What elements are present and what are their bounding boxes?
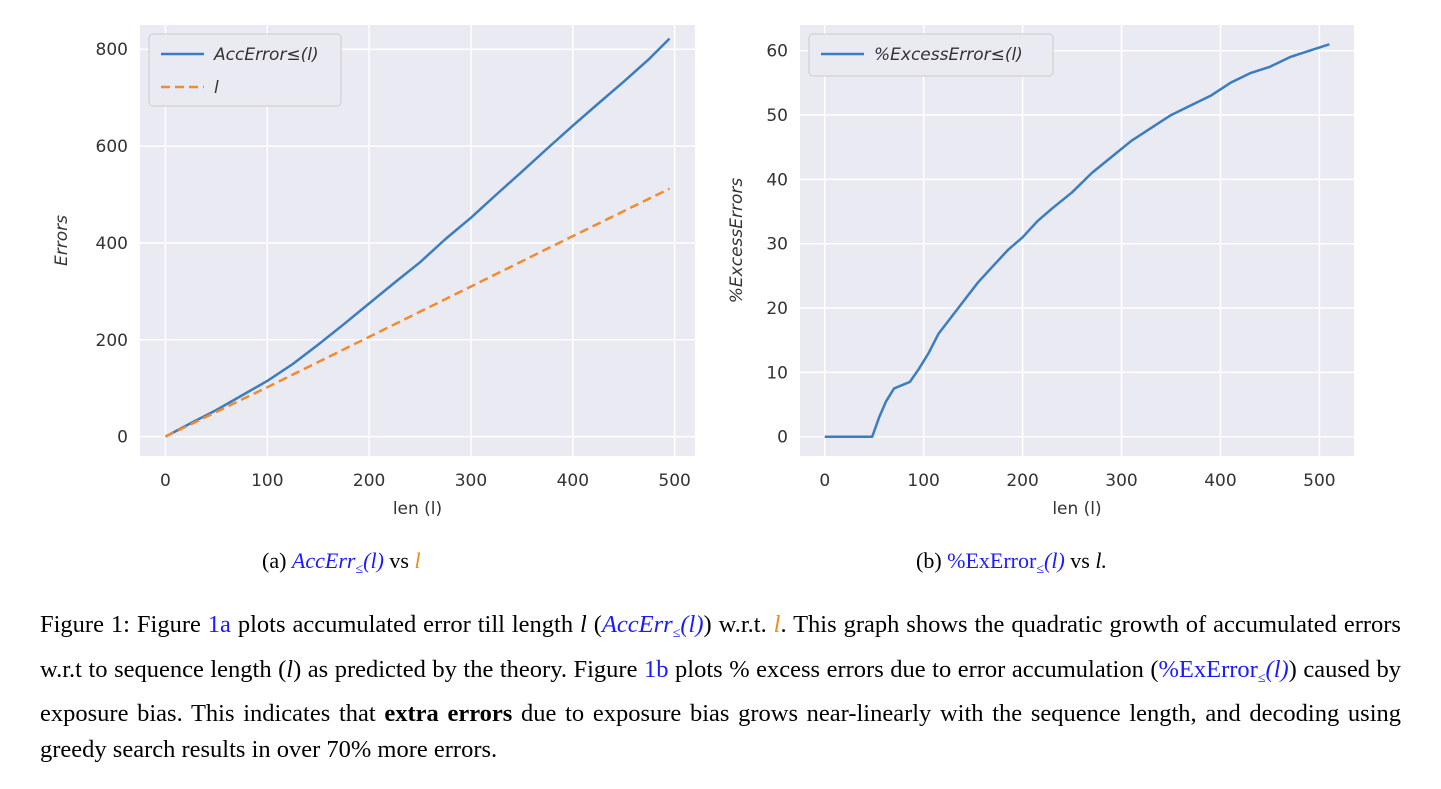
x-tick-label: 0 — [819, 471, 830, 491]
chart-b-svg: 0 100 200 300 400 500 0 10 20 30 40 50 60 len (l) %Exc… — [727, 25, 1354, 519]
legend-label: %ExcessError≤(l) — [874, 45, 1023, 65]
subcaption-a-var: l — [414, 548, 421, 573]
subcaption-a-label: (a) — [262, 548, 287, 573]
x-tick-label: 300 — [455, 471, 487, 491]
legend-label: l — [214, 78, 219, 98]
x-tick-label: 500 — [658, 471, 690, 491]
y-tick-label: 400 — [96, 234, 128, 254]
caption-metric-b: %ExError≤(l) — [1158, 655, 1289, 686]
y-tick-label: 0 — [117, 428, 128, 448]
caption-bold-text: extra errors — [384, 700, 513, 727]
subcaption-b-var: l. — [1095, 548, 1107, 573]
legend-box — [808, 33, 1054, 77]
subcaption-a-vs: vs — [389, 548, 409, 573]
x-tick-label: 300 — [1105, 471, 1137, 491]
y-tick-label: 600 — [96, 137, 128, 157]
y-tick-label: 60 — [766, 42, 788, 62]
series-line-0-0 — [164, 37, 671, 438]
subcaption-b-vs: vs — [1070, 548, 1090, 573]
legend-label: AccError≤(l) — [213, 45, 319, 65]
x-tick-label: 100 — [251, 471, 283, 491]
plot-background — [800, 25, 1354, 456]
y-tick-label: 40 — [766, 170, 788, 190]
x-tick-label: 400 — [1204, 471, 1236, 491]
chart-panel-a: 0 100 200 300 400 500 0 200 400 600 800 len (l) Erro… — [0, 0, 720, 545]
chart-panel-b: 0 100 200 300 400 500 0 10 20 30 40 50 60 len (l) %Exc… — [720, 0, 1441, 545]
x-axis-label: len (l) — [393, 499, 442, 519]
y-tick-label: 800 — [96, 40, 128, 60]
y-tick-label: 20 — [766, 299, 788, 319]
figure-ref-1b[interactable]: 1b — [644, 655, 669, 683]
subcaption-b-label: (b) — [916, 548, 942, 573]
x-tick-label: 200 — [1006, 471, 1038, 491]
y-tick-label: 200 — [96, 331, 128, 351]
x-tick-label: 100 — [907, 471, 939, 491]
y-axis-label: Errors — [52, 215, 72, 266]
x-tick-label: 500 — [1303, 471, 1335, 491]
series-line-0-1 — [164, 187, 671, 438]
figure-caption: Figure 1: Figure 1a plots accumulated er… — [40, 611, 1402, 763]
subcaption-a-metric: AccErr≤(l) — [291, 548, 384, 577]
subcaption-b: (b) %ExError≤(l) vs l. — [916, 548, 1107, 578]
x-axis-label: len (l) — [1052, 499, 1101, 519]
y-tick-label: 0 — [777, 428, 788, 448]
subcaption-a: (a) AccErr≤(l) vs l — [262, 548, 421, 578]
chart-a-svg: 0 100 200 300 400 500 0 200 400 600 800 len (l) Erro… — [52, 25, 695, 519]
x-tick-label: 0 — [160, 471, 171, 491]
series-line-1-0 — [824, 43, 1330, 438]
subcaption-b-metric: %ExError≤(l) — [947, 548, 1065, 577]
x-tick-label: 400 — [557, 471, 589, 491]
figure-ref-1a[interactable]: 1a — [207, 611, 231, 638]
y-tick-label: 50 — [766, 106, 788, 126]
caption-metric-a: AccErr≤(l) — [601, 611, 704, 641]
y-axis-label: %ExcessErrors — [727, 178, 747, 304]
y-tick-label: 30 — [766, 235, 788, 255]
x-tick-label: 200 — [353, 471, 385, 491]
y-tick-label: 10 — [766, 363, 788, 383]
